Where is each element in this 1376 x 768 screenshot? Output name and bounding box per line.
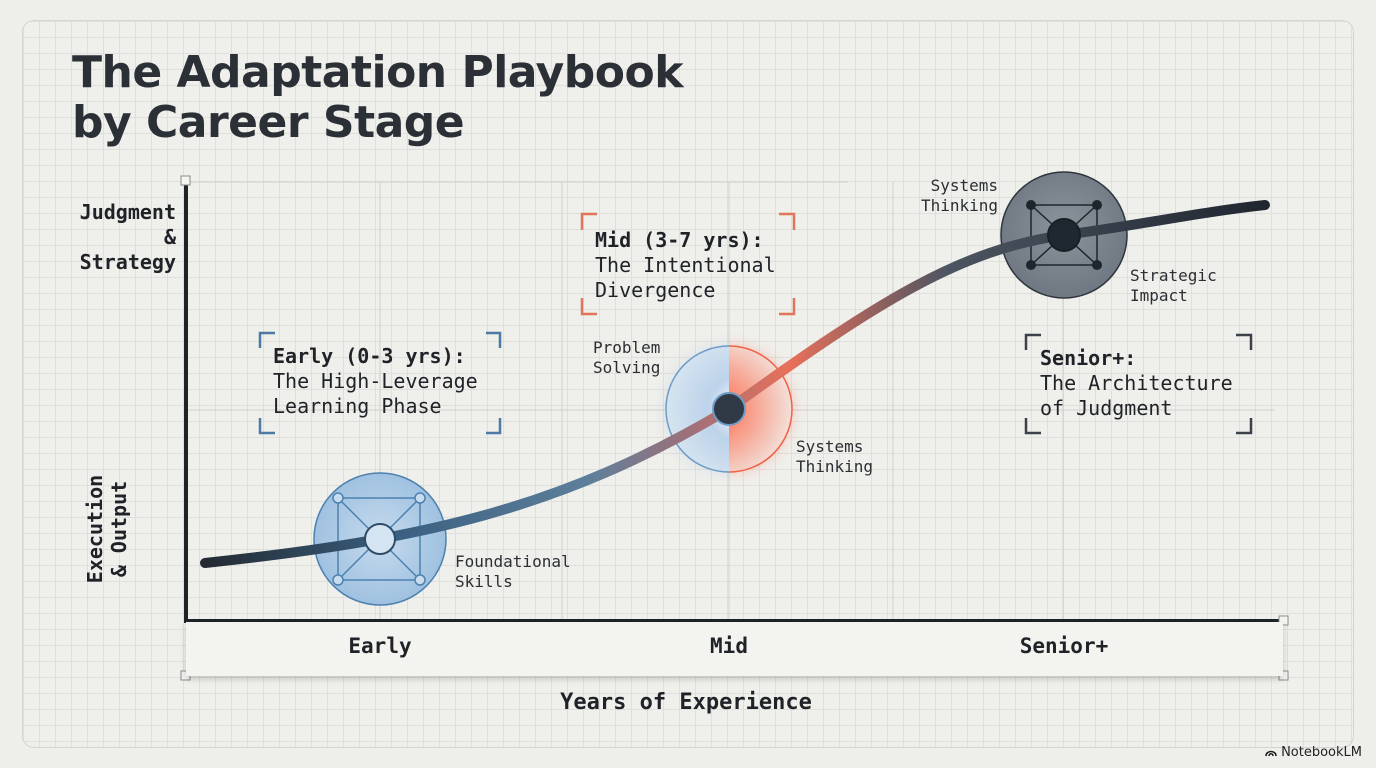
senior-hub	[1047, 218, 1081, 252]
early-node-label-2: Skills	[455, 572, 513, 591]
y-axis-bottom-label: Execution & Output	[83, 469, 133, 589]
x-tick-early: Early	[348, 634, 412, 658]
mid-stage-card: Mid (3-7 yrs): The Intentional Divergenc…	[595, 228, 776, 303]
x-axis-band	[186, 622, 1283, 676]
mid-right-label-2: Thinking	[796, 457, 874, 476]
early-card-brackets	[258, 331, 502, 435]
senior-stage-line-3: of Judgment	[1040, 396, 1173, 420]
y-bottom-line-2: & Output	[107, 480, 131, 578]
senior-right-node-label: Strategic Impact	[1130, 266, 1217, 306]
title-line-1: The Adaptation Playbook	[72, 47, 684, 98]
x-axis-title: Years of Experience	[560, 690, 812, 715]
y-axis-top-label: Judgment & Strategy	[56, 200, 176, 275]
senior-stage-card: Senior+: The Architecture of Judgment	[1040, 346, 1233, 421]
senior-stage-heading: Senior+:	[1040, 346, 1137, 370]
brand-name: NotebookLM	[1281, 745, 1362, 760]
y-top-line-1: Judgment	[79, 200, 176, 224]
page-title: The Adaptation Playbook by Career Stage	[72, 48, 692, 148]
brand-mark: NotebookLM	[1265, 745, 1362, 760]
career-curve	[200, 200, 1270, 568]
mid-left-label-2: Solving	[593, 358, 661, 377]
senior-top-label-2: Thinking	[920, 196, 998, 215]
notebook-icon	[1265, 750, 1277, 757]
senior-top-node-label: Systems Thinking	[908, 176, 998, 216]
mid-right-label-1: Systems	[796, 437, 864, 456]
early-stage-line-2: The High-Leverage	[273, 369, 478, 393]
mid-stage-line-3: Divergence	[595, 278, 716, 302]
x-tick-senior: Senior+	[1019, 634, 1109, 658]
mid-stage-line-2: The Intentional	[595, 253, 776, 277]
mid-card-brackets	[580, 212, 796, 316]
y-top-line-3: Strategy	[79, 250, 176, 274]
x-tick-mid: Mid	[710, 634, 748, 658]
senior-right-label-2: Impact	[1130, 286, 1188, 305]
mid-stage-heading: Mid (3-7 yrs):	[595, 228, 764, 252]
early-stage-heading: Early (0-3 yrs):	[273, 344, 466, 368]
y-top-line-2: &	[163, 225, 176, 249]
title-line-2: by Career Stage	[72, 97, 465, 148]
senior-card-brackets	[1024, 333, 1253, 435]
mid-left-node-label: Problem Solving	[593, 338, 660, 378]
early-node-label-1: Foundational	[455, 552, 571, 571]
mid-hub	[712, 392, 746, 426]
early-stage-card: Early (0-3 yrs): The High-Leverage Learn…	[273, 344, 478, 419]
early-stage-line-3: Learning Phase	[273, 394, 442, 418]
mid-left-label-1: Problem	[593, 338, 661, 357]
early-node-label: Foundational Skills	[455, 552, 571, 592]
senior-stage-line-2: The Architecture	[1040, 371, 1233, 395]
y-bottom-line-1: Execution	[83, 474, 107, 584]
senior-top-label-1: Systems	[930, 176, 998, 195]
mid-right-node-label: Systems Thinking	[796, 437, 873, 477]
early-hub	[364, 523, 396, 555]
senior-right-label-1: Strategic	[1130, 266, 1217, 285]
corner-markers	[180, 175, 1289, 681]
